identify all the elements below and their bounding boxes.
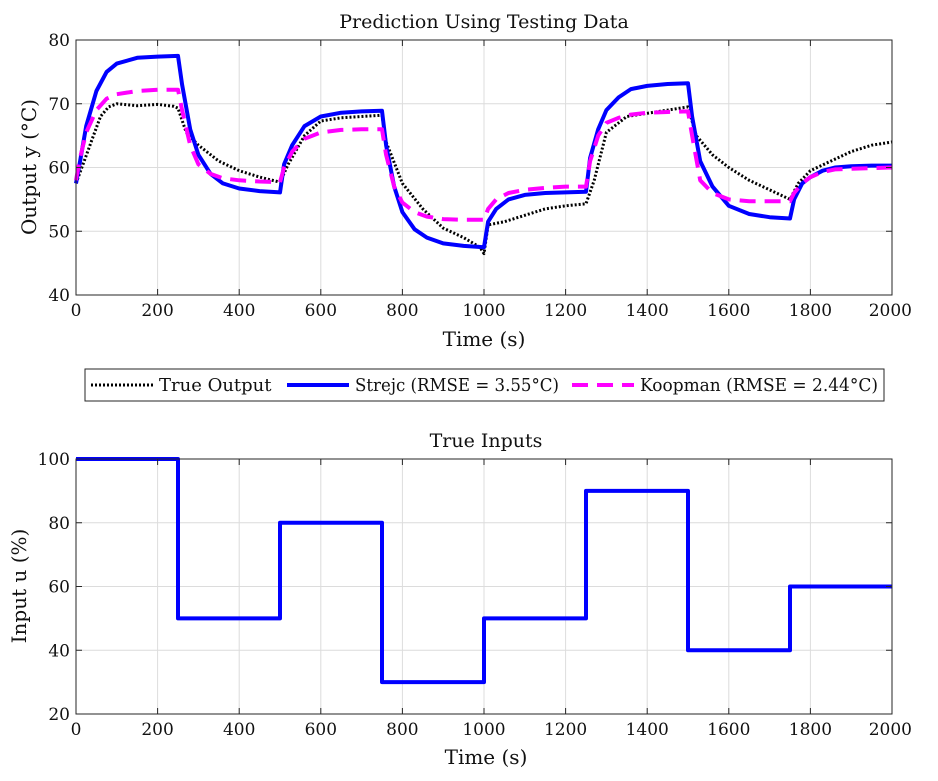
- inputs-series-line-0: [76, 457, 892, 685]
- prediction-x-tick-label: 800: [386, 301, 418, 321]
- prediction-x-tick-label: 1400: [626, 301, 669, 321]
- inputs-x-axis-label: Time (s): [445, 745, 528, 769]
- prediction-x-tick-label: 600: [305, 301, 337, 321]
- prediction-x-tick-label: 1000: [462, 301, 505, 321]
- inputs-x-tick-label: 1800: [789, 720, 832, 740]
- inputs-y-tick-label: 100: [38, 450, 70, 470]
- prediction-x-tick-label: 1800: [789, 301, 832, 321]
- inputs-y-ticks: 20 40 60 80 100: [38, 450, 892, 725]
- inputs-x-tick-label: 400: [223, 720, 255, 740]
- prediction-x-tick-label: 0: [71, 301, 82, 321]
- inputs-axes: 0 200 400 600 800 1000 1200 1400 1600 1800 2000 20…: [7, 430, 912, 769]
- prediction-series-line-1: [74, 53, 892, 250]
- prediction-y-tick-label: 60: [48, 159, 70, 179]
- inputs-y-tick-label: 20: [48, 705, 70, 725]
- inputs-x-tick-label: 2000: [869, 720, 912, 740]
- inputs-y-tick-label: 80: [48, 514, 70, 534]
- prediction-x-tick-label: 2000: [869, 301, 912, 321]
- inputs-y-tick-label: 60: [48, 578, 70, 598]
- prediction-y-tick-label: 50: [48, 222, 70, 242]
- inputs-x-tick-label: 1200: [544, 720, 587, 740]
- inputs-chart-title: True Inputs: [430, 430, 543, 452]
- legend: True Output Strejc (RMSE = 3.55°C) Koopm…: [84, 368, 885, 402]
- inputs-x-tick-label: 0: [71, 720, 82, 740]
- prediction-x-ticks: 0 200 400 600 800 1000 1200 1400 1600 1800 2000: [71, 40, 912, 321]
- inputs-x-tick-label: 1000: [462, 720, 505, 740]
- inputs-y-axis-label: Input u (%): [7, 529, 31, 644]
- inputs-x-tick-label: 200: [141, 720, 173, 740]
- inputs-x-ticks: 0 200 400 600 800 1000 1200 1400 1600 1800 2000: [71, 459, 912, 740]
- inputs-series: [76, 457, 892, 685]
- prediction-y-tick-label: 80: [48, 31, 70, 51]
- prediction-series-line-0: [74, 102, 893, 256]
- legend-label-strejc: Strejc (RMSE = 3.55°C): [355, 375, 559, 396]
- inputs-x-tick-label: 800: [386, 720, 418, 740]
- prediction-y-tick-label: 70: [48, 95, 70, 115]
- legend-box: [84, 368, 885, 402]
- prediction-grid: [76, 40, 892, 295]
- prediction-series: [74, 53, 893, 256]
- inputs-x-tick-label: 1400: [626, 720, 669, 740]
- prediction-x-tick-label: 200: [141, 301, 173, 321]
- prediction-chart-title: Prediction Using Testing Data: [339, 11, 629, 33]
- inputs-x-tick-label: 600: [305, 720, 337, 740]
- prediction-y-tick-label: 40: [48, 286, 70, 306]
- legend-label-koopman: Koopman (RMSE = 2.44°C): [640, 375, 878, 396]
- prediction-axes: 0 200 400 600 800 1000 1200 1400 1600 1800 2000 40…: [17, 11, 912, 351]
- inputs-y-tick-label: 40: [48, 641, 70, 661]
- inputs-x-tick-label: 1600: [707, 720, 750, 740]
- prediction-y-ticks: 40 50 60 70 80: [48, 31, 892, 306]
- prediction-x-axis-label: Time (s): [443, 327, 526, 351]
- prediction-x-tick-label: 400: [223, 301, 255, 321]
- legend-label-true-output: True Output: [159, 375, 272, 396]
- prediction-series-line-2: [74, 87, 893, 222]
- prediction-x-tick-label: 1200: [544, 301, 587, 321]
- prediction-y-axis-label: Output y (°C): [17, 99, 41, 235]
- prediction-x-tick-label: 1600: [707, 301, 750, 321]
